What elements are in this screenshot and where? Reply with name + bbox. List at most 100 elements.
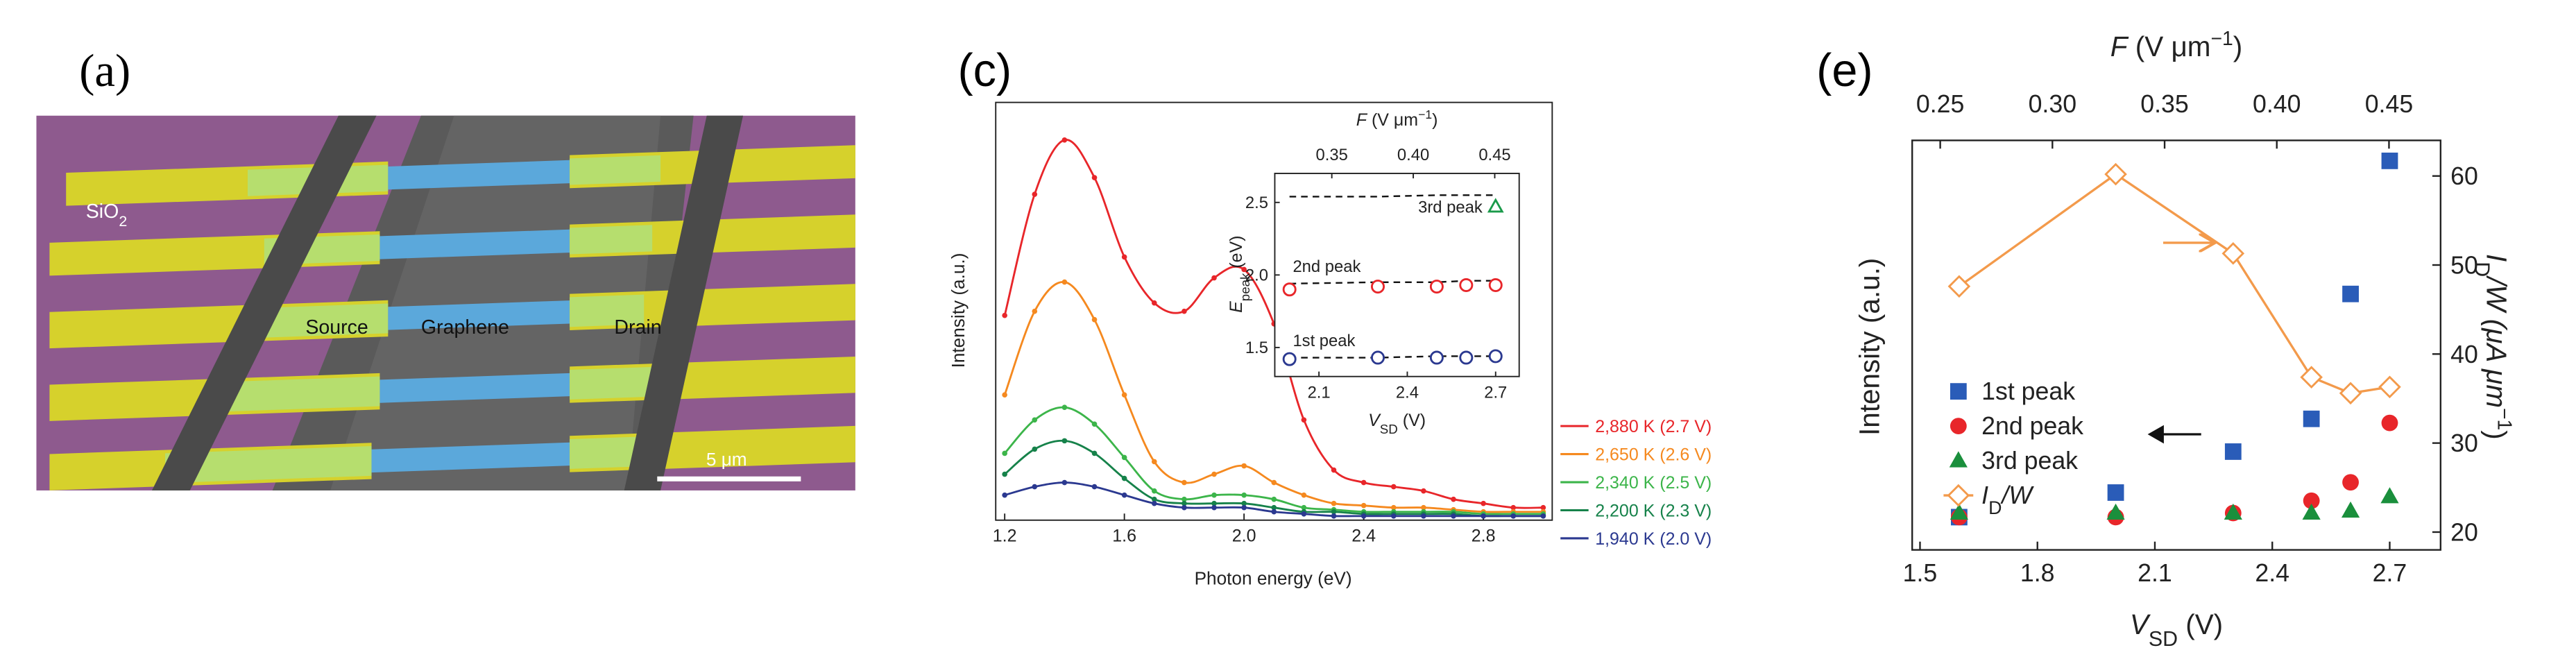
drain-label: Drain: [614, 316, 661, 339]
data-point: [1151, 459, 1157, 465]
marker: [2107, 484, 2124, 501]
marker: [1371, 350, 1385, 365]
data-point: [1061, 137, 1068, 143]
data-point: [1390, 513, 1397, 519]
x-axis-label-part: SD: [1380, 422, 1398, 436]
marker: [2303, 492, 2320, 509]
data-point: [1121, 254, 1127, 260]
data-point: [1241, 266, 1247, 273]
spectrum-line: [1003, 281, 1544, 513]
legend-label: 2,880 K (2.7 V): [1595, 417, 1712, 436]
x2-axis-label-part: −1: [2210, 28, 2233, 50]
data-point: [1271, 509, 1277, 515]
marker: [2303, 410, 2320, 427]
y2-axis-label-part: ): [2480, 430, 2512, 439]
legend-marker: [1947, 484, 1970, 507]
data-point: [1451, 513, 1456, 519]
y-axis-label: Epeak (eV): [1227, 235, 1252, 312]
panel-label: (a): [79, 46, 130, 96]
data-point: [1211, 500, 1217, 506]
marker: [2342, 285, 2359, 302]
data-point: [1091, 484, 1098, 490]
x2-tick-label: 0.30: [2029, 90, 2076, 118]
data-point: [1121, 392, 1127, 398]
x-axis-label: Photon energy (eV): [1195, 568, 1352, 589]
x2-axis-label: F (V μm−1): [1356, 108, 1438, 130]
marker: [1488, 349, 1503, 364]
panel-label: (c): [957, 45, 1012, 96]
legend-label: 2,650 K (2.6 V): [1595, 445, 1712, 465]
y-tick-label: 2.0: [1245, 266, 1268, 285]
legend-label: 2,200 K (2.3 V): [1595, 502, 1712, 521]
x-tick-label: 2.8: [1472, 527, 1496, 546]
x-tick-label: 2.4: [1396, 384, 1419, 402]
data-point: [1481, 500, 1486, 506]
series-label: 3rd peak: [1418, 198, 1483, 216]
x-tick-label: 1.5: [1903, 559, 1938, 587]
y2-tick-label: 60: [2450, 162, 2478, 190]
data-point: [1032, 191, 1038, 197]
legend-label-part: /W: [1999, 481, 2034, 509]
data-point: [1182, 479, 1187, 486]
data-point: [1390, 504, 1397, 511]
legend-label: 3rd peak: [1981, 447, 2078, 475]
data-point: [1241, 492, 1247, 498]
sio2-label-part: SiO: [86, 200, 119, 223]
data-point: [1121, 475, 1127, 481]
data-point: [1182, 500, 1187, 506]
data-point: [1182, 496, 1187, 502]
spectrum-line: [1004, 439, 1544, 518]
data-point: [1151, 488, 1157, 494]
marker: [2224, 443, 2242, 460]
inset-background: [1274, 173, 1519, 377]
data-point: [1151, 500, 1157, 506]
y2-axis-label-part: −1: [2493, 408, 2515, 430]
series-label: 2nd peak: [1293, 257, 1360, 276]
x-axis-label: VSD (V): [1368, 411, 1426, 436]
x2-tick-label: 0.35: [1315, 146, 1347, 164]
data-point: [1421, 504, 1426, 511]
data-point: [1241, 500, 1247, 506]
x-tick-label: 2.0: [1232, 527, 1256, 546]
marker: [2339, 382, 2362, 405]
y-axis-label-part: E: [1227, 301, 1246, 313]
spectrum-line: [1003, 139, 1544, 509]
legend-label-part: D: [1988, 497, 2002, 518]
data-point: [1301, 492, 1307, 498]
data-point: [1032, 308, 1038, 314]
data-point: [1091, 450, 1098, 456]
data-point: [1241, 463, 1247, 469]
marker: [1282, 352, 1297, 366]
data-point: [1451, 496, 1456, 502]
data-point: [1331, 509, 1337, 515]
plot-frame: [995, 101, 1553, 521]
marker: [1459, 350, 1474, 365]
data-point: [1540, 504, 1546, 511]
y-axis-label-part: peak: [1237, 273, 1252, 301]
marker: [1459, 278, 1474, 292]
marker: [1429, 280, 1444, 294]
data-point: [1510, 513, 1517, 519]
y2-tick-label: 40: [2450, 341, 2478, 368]
data-point: [1271, 496, 1277, 502]
x2-tick-label: 0.40: [1397, 146, 1429, 164]
x-tick-label: 1.6: [1112, 527, 1136, 546]
data-point: [1002, 450, 1007, 456]
x2-axis-label-part: (V μm: [1367, 110, 1418, 130]
data-point: [1211, 504, 1217, 511]
data-point: [1061, 279, 1068, 285]
data-point: [1421, 488, 1426, 494]
y-tick-label: 2.5: [1245, 194, 1268, 212]
data-point: [1211, 471, 1217, 477]
legend-label: 1st peak: [1981, 377, 2075, 405]
chart: (c) 1.2 1.6 2.0 2.4 2.8 Photon energy (eV) Inte…: [948, 45, 1712, 589]
data-point: [1121, 492, 1127, 498]
marker: [1282, 282, 1297, 297]
data-point: [1151, 496, 1157, 502]
y2-tick-label: 20: [2450, 518, 2478, 546]
data-point: [1360, 513, 1367, 519]
data-point: [1540, 513, 1546, 519]
legend-marker: [1950, 383, 1967, 400]
x2-tick-label: 0.45: [1478, 146, 1510, 164]
